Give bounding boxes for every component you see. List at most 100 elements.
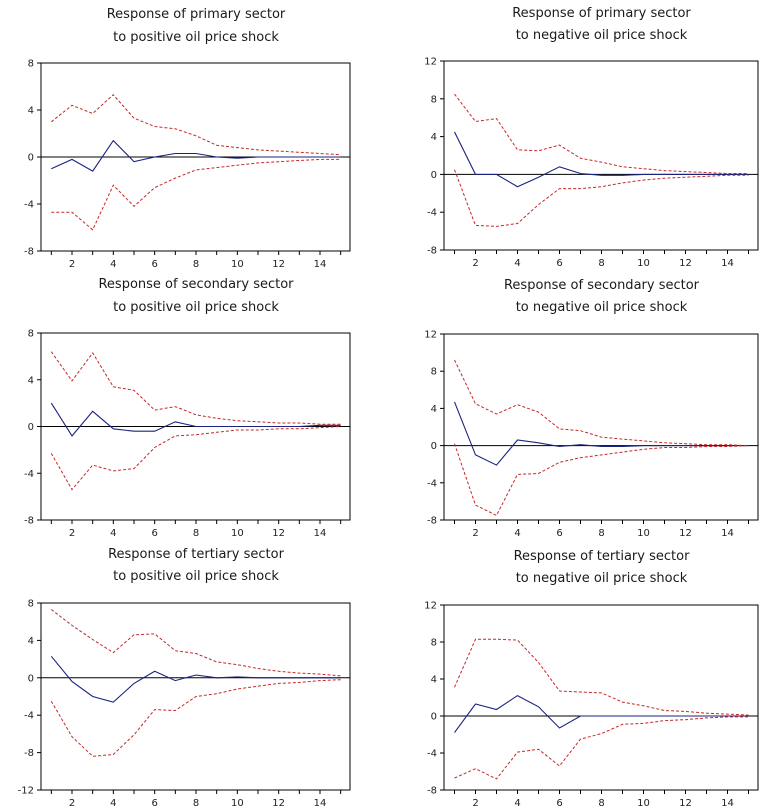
y-tick-label: -4 [24, 469, 34, 480]
y-tick-label: 0 [431, 441, 437, 452]
x-tick-label: 6 [151, 528, 157, 539]
chart-title-line-1: Response of secondary sector [98, 277, 294, 292]
x-tick-label: 12 [679, 528, 692, 539]
chart-panel-3: Response of secondary sector to positive … [24, 277, 351, 539]
y-tick-label: -4 [427, 749, 437, 760]
x-tick-label: 2 [472, 258, 478, 269]
x-tick-label: 6 [556, 258, 562, 269]
upper-confidence-band [454, 359, 749, 447]
x-tick-label: 8 [193, 528, 199, 539]
chart-title-line-2: to negative oil price shock [516, 571, 688, 586]
y-tick-label: 0 [431, 712, 437, 723]
y-tick-label: 8 [431, 94, 437, 105]
plot-frame [443, 333, 759, 521]
y-tick-label: -4 [24, 200, 34, 211]
lower-confidence-band [454, 169, 749, 227]
y-tick-label: -8 [427, 786, 437, 797]
chart-title-line-1: Response of tertiary sector [108, 547, 284, 562]
y-tick-label: 4 [431, 404, 437, 415]
x-tick-label: 2 [69, 798, 75, 809]
x-tick-label: 14 [721, 258, 734, 269]
lower-confidence-band [454, 716, 749, 780]
chart-title-line-1: Response of tertiary sector [514, 549, 690, 564]
x-tick-label: 12 [272, 259, 285, 270]
chart-panel-2: Response of primary sector to negative oi… [424, 6, 759, 269]
y-tick-label: 4 [28, 375, 34, 386]
y-tick-label: -8 [427, 516, 437, 527]
x-tick-label: 10 [231, 798, 244, 809]
y-tick-label: -8 [427, 246, 437, 257]
chart-title-line-2: to negative oil price shock [516, 300, 688, 315]
lower-confidence-band [51, 158, 341, 231]
upper-confidence-band [454, 638, 749, 716]
x-tick-label: 12 [272, 798, 285, 809]
upper-confidence-band [50, 351, 341, 425]
upper-confidence-band [50, 93, 341, 156]
x-tick-label: 6 [556, 528, 562, 539]
chart-title-line-2: to positive oil price shock [113, 300, 279, 315]
lower-confidence-band [454, 443, 749, 517]
x-tick-label: 4 [514, 798, 520, 809]
x-tick-label: 10 [637, 258, 650, 269]
x-tick-label: 12 [679, 258, 692, 269]
x-tick-label: 2 [472, 528, 478, 539]
lower-confidence-band [50, 679, 341, 757]
x-tick-label: 4 [110, 259, 116, 270]
x-tick-label: 6 [556, 798, 562, 809]
y-tick-label: 8 [28, 59, 34, 70]
upper-confidence-band [50, 609, 341, 677]
y-tick-label: -8 [24, 516, 34, 527]
y-tick-label: 8 [431, 367, 437, 378]
x-tick-label: 12 [679, 798, 692, 809]
x-tick-label: 6 [151, 798, 157, 809]
chart-title-line-1: Response of secondary sector [504, 278, 700, 293]
lower-confidence-band [50, 426, 341, 491]
x-tick-label: 10 [231, 528, 244, 539]
chart-title-line-2: to positive oil price shock [113, 30, 279, 45]
x-tick-label: 6 [151, 259, 157, 270]
y-tick-label: 8 [431, 638, 437, 649]
response-line [454, 131, 749, 188]
x-tick-label: 2 [69, 528, 75, 539]
y-tick-label: 0 [28, 422, 34, 433]
x-tick-label: 10 [637, 528, 650, 539]
y-tick-label: 12 [424, 57, 437, 68]
plot-frame [443, 604, 759, 791]
y-tick-label: 0 [431, 170, 437, 181]
y-tick-label: 4 [431, 675, 437, 686]
y-tick-label: -8 [24, 247, 34, 258]
y-tick-label: -8 [24, 748, 34, 759]
chart-panel-1: Response of primary sector to positive oi… [24, 7, 351, 270]
y-tick-label: -4 [24, 711, 34, 722]
y-tick-label: 0 [28, 153, 34, 164]
chart-panel-4: Response of secondary sector to negative … [424, 278, 759, 539]
response-line [50, 655, 341, 703]
y-tick-label: -12 [18, 786, 34, 797]
x-tick-label: 14 [314, 798, 327, 809]
y-tick-label: 4 [431, 132, 437, 143]
y-tick-label: -4 [427, 478, 437, 489]
x-tick-label: 4 [110, 528, 116, 539]
x-tick-label: 10 [637, 798, 650, 809]
x-tick-label: 8 [598, 798, 604, 809]
x-tick-label: 14 [314, 259, 327, 270]
chart-panel-6: Response of tertiary sector to negative o… [424, 549, 759, 809]
chart-title-line-1: Response of primary sector [107, 7, 286, 22]
response-line [50, 402, 341, 437]
x-tick-label: 12 [272, 528, 285, 539]
y-tick-label: 4 [28, 106, 34, 117]
response-line [454, 694, 749, 733]
y-tick-label: 8 [28, 599, 34, 610]
y-tick-label: 12 [424, 330, 437, 341]
x-tick-label: 2 [69, 259, 75, 270]
y-tick-label: 4 [28, 636, 34, 647]
chart-panel-5: Response of tertiary sector to positive o… [18, 547, 351, 809]
x-tick-label: 2 [472, 798, 478, 809]
y-tick-label: 8 [28, 329, 34, 340]
x-tick-label: 14 [721, 528, 734, 539]
chart-title-line-2: to negative oil price shock [516, 28, 688, 43]
x-tick-label: 14 [721, 798, 734, 809]
x-tick-label: 4 [514, 258, 520, 269]
x-tick-label: 8 [193, 798, 199, 809]
